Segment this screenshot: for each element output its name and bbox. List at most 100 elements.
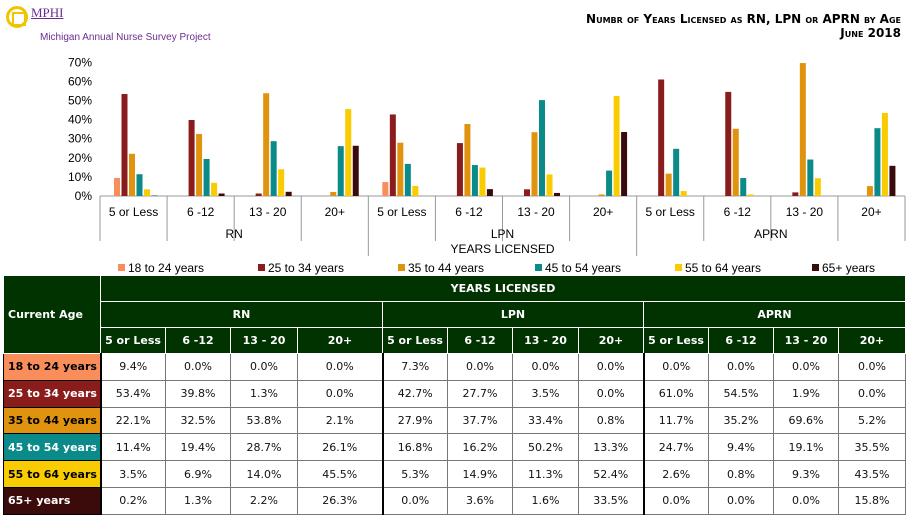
- bar-55-to-64-years: [546, 174, 553, 196]
- table-cell: 0.8%: [578, 406, 644, 435]
- bar-18-to-24-years: [114, 178, 120, 196]
- subtitle-text: June 2018: [840, 26, 901, 40]
- legend-label: 35 to 44 years: [408, 261, 484, 275]
- bar-55-to-64-years: [211, 182, 218, 196]
- table-cell: 1.3%: [230, 379, 298, 408]
- table-cell: 39.8%: [165, 379, 231, 408]
- table-cell: 27.7%: [447, 379, 513, 408]
- page-title: Numbr of Years Licensed as RN, LPN or AP…: [586, 12, 901, 40]
- table-cell: 0.0%: [838, 379, 906, 408]
- table-cell: 19.1%: [773, 433, 839, 462]
- bar-18-to-24-years: [382, 182, 389, 196]
- bar-65-years: [554, 192, 560, 196]
- bar-55-to-64-years: [613, 95, 620, 196]
- bar-25-to-34-years: [792, 192, 799, 196]
- bar-45-to-54-years: [270, 141, 277, 196]
- column-header: 20+: [838, 327, 906, 354]
- group-label: LPN: [491, 227, 514, 241]
- row-header: 35 to 44 years: [3, 406, 101, 435]
- bar-35-to-44-years: [598, 194, 605, 196]
- table-row: 65+ years 0.2% 1.3% 2.2% 26.3% 0.0% 3.6% 1.6% 33…: [3, 486, 906, 515]
- logo-icon: [6, 6, 28, 28]
- y-tick-label: 60%: [68, 74, 92, 88]
- table-cell: 11.7%: [642, 406, 709, 435]
- table-cell: 45.5%: [297, 460, 383, 488]
- column-header: 13 - 20: [512, 327, 579, 354]
- bar-25-to-34-years: [658, 79, 665, 196]
- table-cell: 5.2%: [838, 406, 906, 435]
- table-cell: 43.5%: [838, 460, 906, 488]
- table-cell: 37.7%: [447, 406, 513, 435]
- y-tick-label: 70%: [68, 55, 92, 69]
- table-cell: 3.6%: [447, 486, 513, 515]
- column-header: 20+: [578, 327, 644, 354]
- corner-header: Current Age: [3, 275, 101, 354]
- bar-45-to-54-years: [606, 170, 613, 196]
- table-cell: 42.7%: [381, 379, 448, 408]
- bar-35-to-44-years: [866, 186, 873, 196]
- bar-35-to-44-years: [397, 142, 404, 196]
- y-tick-label: 20%: [68, 151, 92, 165]
- bar-45-to-54-years: [337, 146, 344, 196]
- table-cell: 3.5%: [99, 460, 166, 488]
- table-cell: 9.4%: [708, 433, 774, 462]
- legend-swatch: [535, 264, 542, 271]
- bar-25-to-34-years: [121, 94, 128, 196]
- table-cell: 2.2%: [230, 486, 298, 515]
- bar-35-to-44-years: [129, 153, 135, 196]
- x-tick-label: 13 - 20: [786, 205, 824, 219]
- legend-label: 55 to 64 years: [685, 261, 761, 275]
- column-header: 6 -12: [708, 327, 774, 354]
- bar-35-to-44-years: [196, 133, 203, 196]
- table-cell: 27.9%: [381, 406, 448, 435]
- table-cell: 0.0%: [642, 353, 709, 381]
- mphi-logo: MPHI Michigan Annual Nurse Survey Projec…: [6, 6, 211, 43]
- bar-25-to-34-years: [255, 193, 262, 196]
- table-cell: 11.4%: [99, 433, 166, 462]
- column-header: 6 -12: [447, 327, 513, 354]
- table-cell: 0.0%: [838, 353, 906, 381]
- table-cell: 5.3%: [381, 460, 448, 488]
- legend-label: 18 to 24 years: [128, 261, 204, 275]
- bar-45-to-54-years: [539, 100, 545, 196]
- table-cell: 0.0%: [578, 353, 644, 381]
- row-header: 45 to 54 years: [3, 433, 101, 462]
- legend-swatch: [675, 264, 682, 271]
- x-tick-label: 20+: [861, 205, 881, 219]
- bar-35-to-44-years: [464, 123, 471, 196]
- bar-chart: 0% 10% 20% 30% 40% 50% 60% 70% 5 or Less 6 -12 13 …: [68, 55, 906, 275]
- table-cell: 9.4%: [99, 353, 166, 381]
- table-cell: 35.5%: [838, 433, 906, 462]
- bar-25-to-34-years: [188, 119, 195, 196]
- x-tick-label: 13 - 20: [249, 205, 287, 219]
- table-cell: 1.3%: [165, 486, 231, 515]
- bar-55-to-64-years: [881, 112, 888, 196]
- group-label: APRN: [754, 227, 787, 241]
- bar-65-years: [218, 193, 225, 196]
- table-cell: 33.4%: [512, 406, 579, 435]
- legend-swatch: [812, 264, 819, 271]
- legend-swatch: [118, 264, 125, 271]
- project-name: Michigan Annual Nurse Survey Project: [40, 32, 211, 43]
- table-cell: 2.1%: [297, 406, 383, 435]
- legend-label: 45 to 54 years: [545, 261, 621, 275]
- bar-55-to-64-years: [278, 169, 285, 196]
- bar-65-years: [621, 132, 628, 196]
- bar-35-to-44-years: [665, 173, 672, 196]
- bar-25-to-34-years: [456, 143, 463, 196]
- table-row: 18 to 24 years 9.4% 0.0% 0.0% 0.0% 7.3% 0.0% 0.…: [3, 353, 906, 381]
- table-cell: 1.9%: [773, 379, 839, 408]
- table-cell: 22.1%: [99, 406, 166, 435]
- column-header: 5 or Less: [382, 327, 448, 354]
- table-cell: 52.4%: [578, 460, 644, 488]
- bar-55-to-64-years: [747, 194, 754, 196]
- table-cell: 32.5%: [165, 406, 231, 435]
- bar-65-years: [352, 145, 359, 196]
- table-cell: 0.0%: [381, 486, 448, 515]
- row-header: 65+ years: [3, 486, 101, 515]
- table-row: 35 to 44 years 22.1% 32.5% 53.8% 2.1% 27.9% 37…: [3, 406, 906, 435]
- bar-35-to-44-years: [732, 128, 739, 196]
- table-cell: 0.0%: [165, 353, 231, 381]
- table-cell: 0.0%: [773, 353, 839, 381]
- column-header: 13 - 20: [773, 327, 839, 354]
